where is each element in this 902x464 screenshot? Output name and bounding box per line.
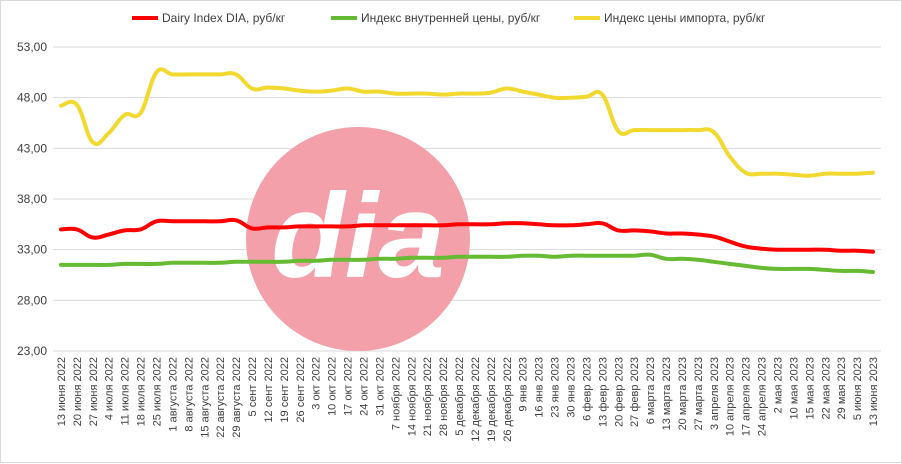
x-tick-label: 28 ноября 2022	[438, 357, 450, 436]
legend-label: Индекс внутренней цены, руб/кг	[361, 11, 541, 25]
x-axis-ticks: 13 июня 2022 20 июня 2022 27 июня 2022 4 ию…	[56, 357, 880, 442]
x-tick-label: 10 окт 2022	[327, 357, 339, 416]
x-tick-label: 22 августа 2022	[215, 357, 227, 438]
x-tick-label: 6 марта 2023	[645, 357, 657, 424]
x-tick-label: 17 апреля 2023	[741, 357, 753, 436]
series-line-dairy-index	[59, 217, 875, 254]
watermark-circle	[246, 127, 470, 351]
x-tick-label: 13 февр 2023	[597, 357, 609, 427]
x-tick-label: 31 окт 2022	[374, 357, 386, 416]
x-tick-label: 25 июля 2022	[152, 357, 164, 426]
x-tick-label: 29 августа 2022	[231, 357, 243, 438]
x-tick-label: 23 янв 2023	[550, 357, 562, 418]
legend: Dairy Index DIA, руб/кг Индекс внутренней…	[132, 11, 766, 25]
x-tick-label: 13 июня 2022	[56, 357, 68, 426]
legend-label: Индекс цены импорта, руб/кг	[604, 11, 766, 25]
x-tick-label: 9 янв 2023	[518, 357, 530, 412]
y-tick-label: 43,00	[17, 141, 47, 155]
x-tick-label: 13 июня 2023	[868, 357, 880, 426]
x-tick-label: 17 окт 2022	[343, 357, 355, 416]
x-tick-label: 26 сент 2022	[295, 357, 307, 423]
series-line-domestic-price-index	[59, 252, 875, 274]
x-tick-label: 14 ноября 2022	[406, 357, 418, 436]
series-line-import-price-index	[59, 67, 875, 178]
x-tick-label: 2 мая 2023	[773, 357, 785, 413]
x-tick-label: 21 ноября 2022	[422, 357, 434, 436]
x-tick-label: 18 июля 2022	[136, 357, 148, 426]
x-tick-label: 22 мая 2023	[820, 357, 832, 419]
x-tick-label: 15 мая 2023	[804, 357, 816, 419]
x-tick-label: 24 окт 2022	[359, 357, 371, 416]
x-tick-label: 26 декабря 2022	[502, 357, 514, 442]
x-tick-label: 29 мая 2023	[836, 357, 848, 419]
y-tick-label: 33,00	[17, 243, 47, 257]
x-tick-label: 27 марта 2023	[693, 357, 705, 430]
x-tick-label: 10 мая 2023	[788, 357, 800, 419]
x-tick-label: 13 марта 2023	[661, 357, 673, 430]
watermark-logo-text: dia	[271, 169, 444, 303]
x-tick-label: 12 декабря 2022	[470, 357, 482, 442]
x-tick-label: 20 июня 2022	[72, 357, 84, 426]
x-tick-label: 5 июня 2023	[852, 357, 864, 420]
x-tick-label: 16 янв 2023	[534, 357, 546, 418]
x-tick-label: 8 августа 2022	[183, 357, 195, 432]
y-axis-ticks: 23,00 28,00 33,00 38,00 43,00 48,00 53,00	[17, 40, 47, 358]
legend-item-dairy-index: Dairy Index DIA, руб/кг	[132, 11, 286, 25]
x-tick-label: 27 июня 2022	[88, 357, 100, 426]
x-tick-label: 5 декабря 2022	[454, 357, 466, 436]
dia-watermark: dia	[246, 127, 470, 351]
x-tick-label: 20 февр 2023	[613, 357, 625, 427]
x-tick-label: 19 сент 2022	[279, 357, 291, 423]
x-tick-label: 3 апреля 2023	[709, 357, 721, 430]
x-tick-label: 12 сент 2022	[263, 357, 275, 423]
x-tick-label: 6 февр 2023	[581, 357, 593, 421]
y-tick-label: 28,00	[17, 293, 47, 307]
x-tick-label: 30 янв 2023	[566, 357, 578, 418]
x-tick-label: 7 ноября 2022	[390, 357, 402, 430]
x-tick-label: 4 июля 2022	[104, 357, 116, 420]
x-tick-label: 20 марта 2023	[677, 357, 689, 430]
y-tick-label: 53,00	[17, 40, 47, 54]
x-tick-label: 24 апреля 2023	[757, 357, 769, 436]
x-tick-label: 15 августа 2022	[199, 357, 211, 438]
x-tick-label: 11 июля 2022	[120, 357, 132, 426]
legend-item-import-price-index: Индекс цены импорта, руб/кг	[574, 11, 766, 25]
y-tick-label: 38,00	[17, 192, 47, 206]
legend-item-domestic-price-index: Индекс внутренней цены, руб/кг	[331, 11, 541, 25]
y-tick-label: 48,00	[17, 91, 47, 105]
x-tick-label: 10 апреля 2023	[725, 357, 737, 436]
series-lines	[59, 67, 875, 274]
x-tick-label: 27 февр 2023	[629, 357, 641, 427]
y-tick-label: 23,00	[17, 344, 47, 358]
x-tick-label: 19 декабря 2022	[486, 357, 498, 442]
x-tick-label: 5 сент 2022	[247, 357, 259, 416]
x-tick-label: 3 окт 2022	[311, 357, 323, 410]
legend-label: Dairy Index DIA, руб/кг	[162, 11, 286, 25]
x-tick-label: 1 августа 2022	[167, 357, 179, 432]
